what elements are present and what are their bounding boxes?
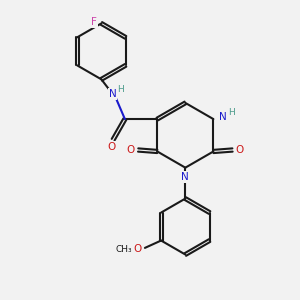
Text: H: H bbox=[117, 85, 124, 94]
Text: O: O bbox=[134, 244, 142, 254]
Text: O: O bbox=[107, 142, 116, 152]
Text: N: N bbox=[219, 112, 227, 122]
Text: N: N bbox=[182, 172, 189, 182]
Text: O: O bbox=[236, 145, 244, 155]
Text: F: F bbox=[91, 17, 97, 27]
Text: N: N bbox=[109, 89, 116, 99]
Text: H: H bbox=[228, 108, 234, 117]
Text: CH₃: CH₃ bbox=[116, 245, 132, 254]
Text: O: O bbox=[127, 145, 135, 155]
